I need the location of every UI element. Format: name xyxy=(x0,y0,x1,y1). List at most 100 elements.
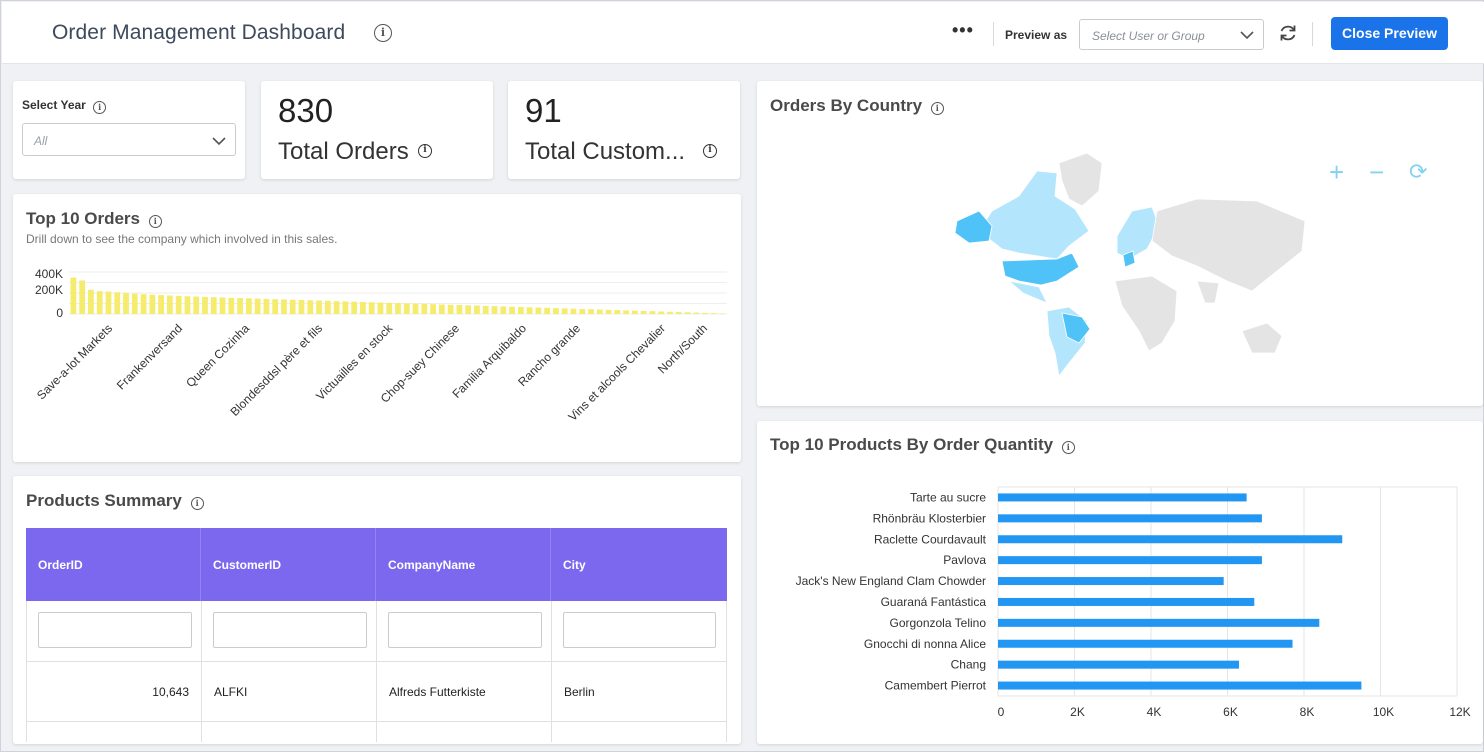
bar xyxy=(158,295,165,314)
column-header-orderid[interactable]: OrderID xyxy=(26,528,201,601)
filter-row xyxy=(26,601,727,662)
filter-cell xyxy=(27,601,202,661)
y-tick-label: 400K xyxy=(35,267,63,281)
bar xyxy=(386,302,393,314)
bar xyxy=(360,301,366,314)
bar xyxy=(202,296,208,314)
zoom-out-icon[interactable]: − xyxy=(1369,157,1385,187)
bar xyxy=(96,291,103,314)
bar xyxy=(131,293,138,314)
top-products-card: Top 10 Products By Order Quantity i 0 2K 4… xyxy=(757,421,1483,744)
more-options-icon[interactable]: ••• xyxy=(952,20,974,40)
bar xyxy=(998,639,1293,648)
bar xyxy=(465,305,472,314)
bar xyxy=(272,299,279,314)
info-icon[interactable]: i xyxy=(148,215,162,228)
bar xyxy=(184,296,191,314)
column-header-companyname[interactable]: CompanyName xyxy=(376,528,551,601)
close-preview-button[interactable]: Close Preview xyxy=(1331,17,1448,50)
map-region-brazil xyxy=(1061,312,1091,344)
info-icon[interactable]: i xyxy=(703,144,717,158)
bar xyxy=(544,307,551,314)
bar xyxy=(998,660,1239,669)
bar xyxy=(324,300,331,314)
map-region-africa xyxy=(1114,275,1178,352)
bar xyxy=(474,305,480,314)
bar xyxy=(167,295,173,314)
world-map[interactable] xyxy=(757,81,1483,406)
bar xyxy=(535,307,542,314)
year-filter-label: Select Year i xyxy=(22,98,107,114)
divider xyxy=(1312,22,1313,46)
column-header-customerid[interactable]: CustomerID xyxy=(201,528,376,601)
reset-zoom-icon[interactable]: ⟳ xyxy=(1409,159,1428,184)
bar xyxy=(998,556,1262,565)
bar xyxy=(175,295,182,314)
info-icon[interactable]: i xyxy=(930,102,944,115)
bar xyxy=(140,294,147,314)
year-filter-card: Select Year i All xyxy=(13,81,245,179)
customerid-filter-input[interactable] xyxy=(213,612,367,648)
bar xyxy=(123,293,129,314)
chevron-down-icon xyxy=(212,137,226,146)
kpi-label: Total Custom... xyxy=(525,138,686,165)
kpi-card-total-customers[interactable]: 91 Total Custom... i xyxy=(508,81,740,179)
bar xyxy=(998,514,1262,523)
info-icon[interactable]: i xyxy=(374,24,392,42)
bar xyxy=(675,312,682,314)
info-icon[interactable]: i xyxy=(418,144,432,158)
x-tick-label: 0 xyxy=(998,705,1005,719)
bar xyxy=(605,309,612,314)
products-summary-card: Products Summary i OrderID CustomerID Co… xyxy=(13,476,741,744)
user-group-select[interactable]: Select User or Group xyxy=(1079,19,1264,50)
refresh-icon[interactable] xyxy=(1277,22,1299,44)
year-select[interactable]: All xyxy=(22,123,236,156)
top-products-chart[interactable]: 0 2K 4K 6K 8K 10K 12K Tarte au sucre Rhönbräu Kl… xyxy=(757,421,1483,744)
kpi-label: Total Orders xyxy=(278,138,409,165)
card-title: Orders By Country i xyxy=(770,96,944,116)
bar xyxy=(395,303,401,314)
bar xyxy=(614,310,621,314)
bar xyxy=(254,298,261,314)
y-tick-label: Camembert Pierrot xyxy=(885,679,987,693)
y-tick-label: 0 xyxy=(56,306,63,320)
info-icon[interactable]: i xyxy=(1061,441,1075,454)
bar xyxy=(114,292,121,314)
bar xyxy=(719,313,726,314)
table-row[interactable]: 10,643 ALFKI Alfreds Futterkiste Berlin xyxy=(26,662,727,722)
y-tick-label: Gorgonzola Telino xyxy=(889,616,986,630)
zoom-in-icon[interactable]: + xyxy=(1329,157,1345,187)
bar xyxy=(693,312,700,314)
orderid-filter-input[interactable] xyxy=(38,612,192,648)
chevron-down-icon xyxy=(1240,31,1254,40)
cell-customerid: ALFKI xyxy=(202,662,377,721)
bar xyxy=(79,280,86,314)
header-bar: Order Management Dashboard i ••• Preview… xyxy=(2,2,1484,64)
bar xyxy=(438,304,445,314)
bar xyxy=(526,307,533,314)
card-subtitle: Drill down to see the company which invo… xyxy=(26,232,338,246)
bar xyxy=(368,302,375,314)
bar xyxy=(298,300,305,314)
table-row[interactable] xyxy=(26,722,727,742)
info-icon[interactable]: i xyxy=(93,101,107,114)
info-icon[interactable]: i xyxy=(190,497,204,510)
cell-orderid: 10,643 xyxy=(27,662,202,721)
map-region-alaska xyxy=(954,210,993,244)
page-title: Order Management Dashboard xyxy=(52,21,346,44)
bar xyxy=(105,291,112,314)
x-tick-label: Queen Cozinha xyxy=(183,321,252,390)
bar xyxy=(553,308,559,314)
column-header-city[interactable]: City xyxy=(563,558,586,572)
bar xyxy=(333,301,340,314)
card-title: Top 10 Orders i xyxy=(26,209,162,229)
bar xyxy=(702,312,708,314)
map-region-canada xyxy=(978,170,1090,260)
x-tick-label: 6K xyxy=(1223,705,1238,719)
city-filter-input[interactable] xyxy=(563,612,716,648)
companyname-filter-input[interactable] xyxy=(388,612,542,648)
kpi-card-total-orders[interactable]: 830 Total Orders i xyxy=(261,81,493,179)
map-region-asia xyxy=(1151,198,1306,292)
